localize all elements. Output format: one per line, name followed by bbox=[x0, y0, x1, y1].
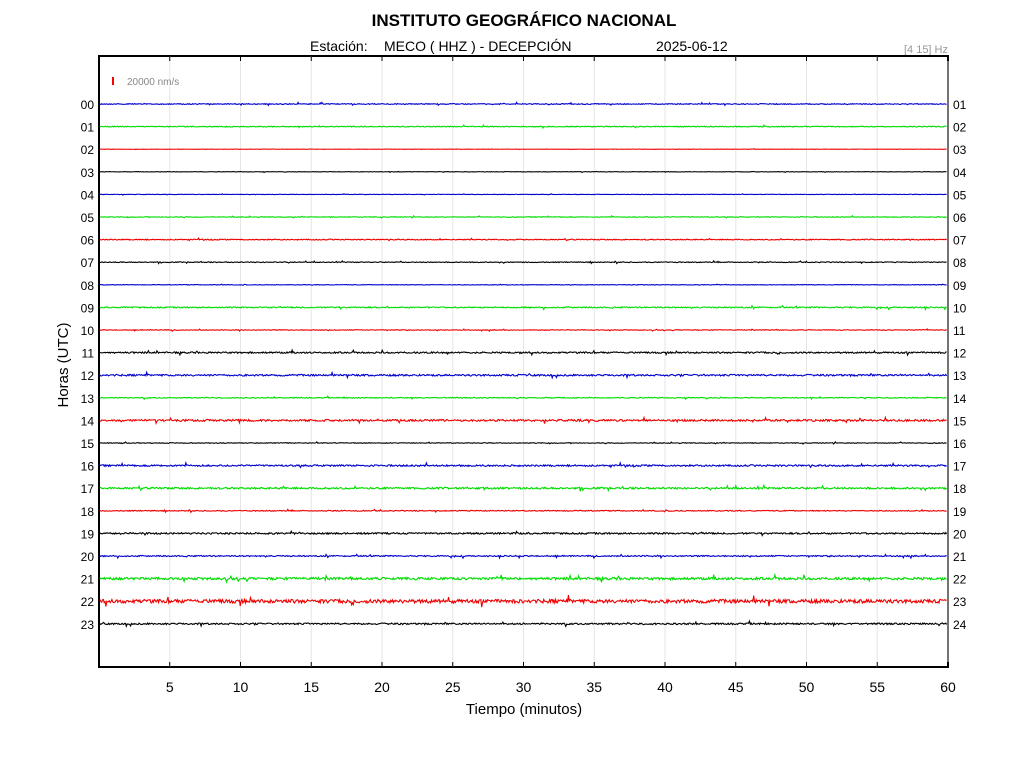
trace-hour-03 bbox=[99, 170, 947, 174]
trace-hour-20 bbox=[99, 553, 947, 560]
trace-hour-09 bbox=[99, 304, 947, 312]
trace-hour-22 bbox=[99, 594, 947, 608]
x-tick-label: 55 bbox=[869, 679, 885, 695]
y-tick-label-left: 01 bbox=[81, 121, 95, 135]
y-tick-label-left: 15 bbox=[81, 437, 95, 451]
trace-hour-17 bbox=[99, 483, 948, 493]
trace-hour-02 bbox=[99, 148, 947, 151]
trace-hour-18 bbox=[99, 508, 947, 514]
y-tick-label-right: 20 bbox=[953, 527, 967, 541]
y-tick-label-left: 22 bbox=[81, 595, 95, 609]
x-tick-label: 50 bbox=[799, 679, 815, 695]
y-tick-label-left: 02 bbox=[81, 143, 95, 157]
y-tick-label-right: 02 bbox=[953, 121, 967, 135]
y-tick-label-left: 00 bbox=[81, 98, 95, 112]
grid-layer bbox=[169, 56, 949, 667]
x-tick-label: 15 bbox=[303, 679, 319, 695]
chart-title: INSTITUTO GEOGRÁFICO NACIONAL bbox=[372, 11, 677, 30]
y-tick-label-right: 07 bbox=[953, 234, 967, 248]
station-prefix: Estación: bbox=[310, 38, 368, 54]
y-tick-label-right: 09 bbox=[953, 279, 967, 293]
trace-hour-00 bbox=[99, 101, 947, 107]
y-tick-label-right: 01 bbox=[953, 98, 967, 112]
y-tick-label-left: 05 bbox=[81, 211, 95, 225]
trace-hour-01 bbox=[99, 123, 947, 130]
trace-hour-16 bbox=[99, 460, 947, 469]
y-tick-label-left: 10 bbox=[81, 324, 95, 338]
y-tick-label-right: 04 bbox=[953, 166, 967, 180]
station-name: MECO ( HHZ ) - DECEPCIÓN bbox=[384, 38, 571, 54]
y-tick-label-left: 11 bbox=[82, 347, 95, 361]
y-tick-label-left: 08 bbox=[81, 279, 95, 293]
y-tick-label-left: 14 bbox=[81, 414, 95, 428]
y-tick-label-right: 19 bbox=[953, 505, 967, 519]
y-tick-label-right: 21 bbox=[953, 550, 967, 564]
x-tick-label: 25 bbox=[445, 679, 461, 695]
scale-label: 20000 nm/s bbox=[127, 77, 179, 88]
x-axis-label: Tiempo (minutos) bbox=[466, 701, 582, 718]
y-tick-label-right: 22 bbox=[953, 573, 967, 587]
y-tick-label-right: 18 bbox=[953, 482, 967, 496]
y-tick-label-right: 15 bbox=[953, 414, 967, 428]
y-tick-label-left: 07 bbox=[81, 256, 95, 270]
scale-bar bbox=[112, 77, 114, 85]
y-tick-label-right: 17 bbox=[953, 460, 967, 474]
filter-label: [4 15] Hz bbox=[904, 44, 948, 56]
trace-hour-06 bbox=[99, 237, 948, 242]
x-tick-label: 30 bbox=[516, 679, 532, 695]
y-axis-label: Horas (UTC) bbox=[55, 322, 72, 407]
y-tick-label-right: 03 bbox=[953, 143, 967, 157]
y-tick-label-right: 13 bbox=[953, 369, 967, 383]
x-tick-label: 20 bbox=[374, 679, 390, 695]
y-tick-label-left: 19 bbox=[81, 527, 95, 541]
y-tick-label-right: 14 bbox=[953, 392, 967, 406]
trace-hour-05 bbox=[99, 214, 947, 219]
label-layer: 5 10 15 20 25 30 35 40 45 50 55 60 00 01 01 02 02 03 03 04 0… bbox=[81, 98, 967, 695]
y-tick-label-left: 06 bbox=[81, 234, 95, 248]
y-tick-label-left: 09 bbox=[81, 301, 95, 315]
x-tick-label: 35 bbox=[586, 679, 602, 695]
x-tick-label: 10 bbox=[233, 679, 249, 695]
y-tick-label-right: 06 bbox=[953, 211, 967, 225]
trace-hour-04 bbox=[99, 193, 947, 196]
x-tick-label: 45 bbox=[728, 679, 744, 695]
y-tick-label-right: 10 bbox=[953, 301, 967, 315]
trace-hour-07 bbox=[99, 259, 947, 265]
trace-hour-15 bbox=[99, 440, 947, 445]
x-tick-label: 40 bbox=[657, 679, 673, 695]
y-tick-label-right: 12 bbox=[953, 347, 967, 361]
y-tick-label-left: 23 bbox=[81, 618, 95, 632]
x-tick-label: 60 bbox=[940, 679, 956, 695]
trace-hour-11 bbox=[99, 348, 947, 357]
x-tick-label: 5 bbox=[166, 679, 174, 695]
y-tick-label-left: 12 bbox=[81, 369, 95, 383]
y-tick-label-right: 23 bbox=[953, 595, 967, 609]
y-tick-label-left: 20 bbox=[81, 550, 95, 564]
trace-hour-12 bbox=[99, 370, 948, 380]
y-tick-label-left: 03 bbox=[81, 166, 95, 180]
y-tick-label-left: 16 bbox=[81, 460, 95, 474]
trace-hour-23 bbox=[99, 619, 948, 628]
y-tick-label-right: 24 bbox=[953, 618, 967, 632]
y-tick-label-right: 08 bbox=[953, 256, 967, 270]
y-tick-label-left: 21 bbox=[81, 573, 95, 587]
trace-hour-19 bbox=[99, 529, 948, 537]
y-tick-label-left: 17 bbox=[81, 482, 95, 496]
y-tick-label-left: 18 bbox=[81, 505, 95, 519]
y-tick-label-left: 13 bbox=[81, 392, 95, 406]
trace-layer bbox=[99, 101, 948, 628]
y-tick-label-right: 16 bbox=[953, 437, 967, 451]
date-label: 2025-06-12 bbox=[656, 38, 728, 54]
trace-hour-10 bbox=[99, 328, 947, 333]
trace-hour-21 bbox=[99, 572, 947, 585]
trace-hour-08 bbox=[99, 283, 947, 286]
y-tick-label-right: 05 bbox=[953, 188, 967, 202]
y-tick-label-right: 11 bbox=[953, 324, 966, 338]
trace-hour-13 bbox=[99, 395, 947, 401]
trace-hour-14 bbox=[99, 415, 947, 426]
y-tick-label-left: 04 bbox=[81, 188, 95, 202]
